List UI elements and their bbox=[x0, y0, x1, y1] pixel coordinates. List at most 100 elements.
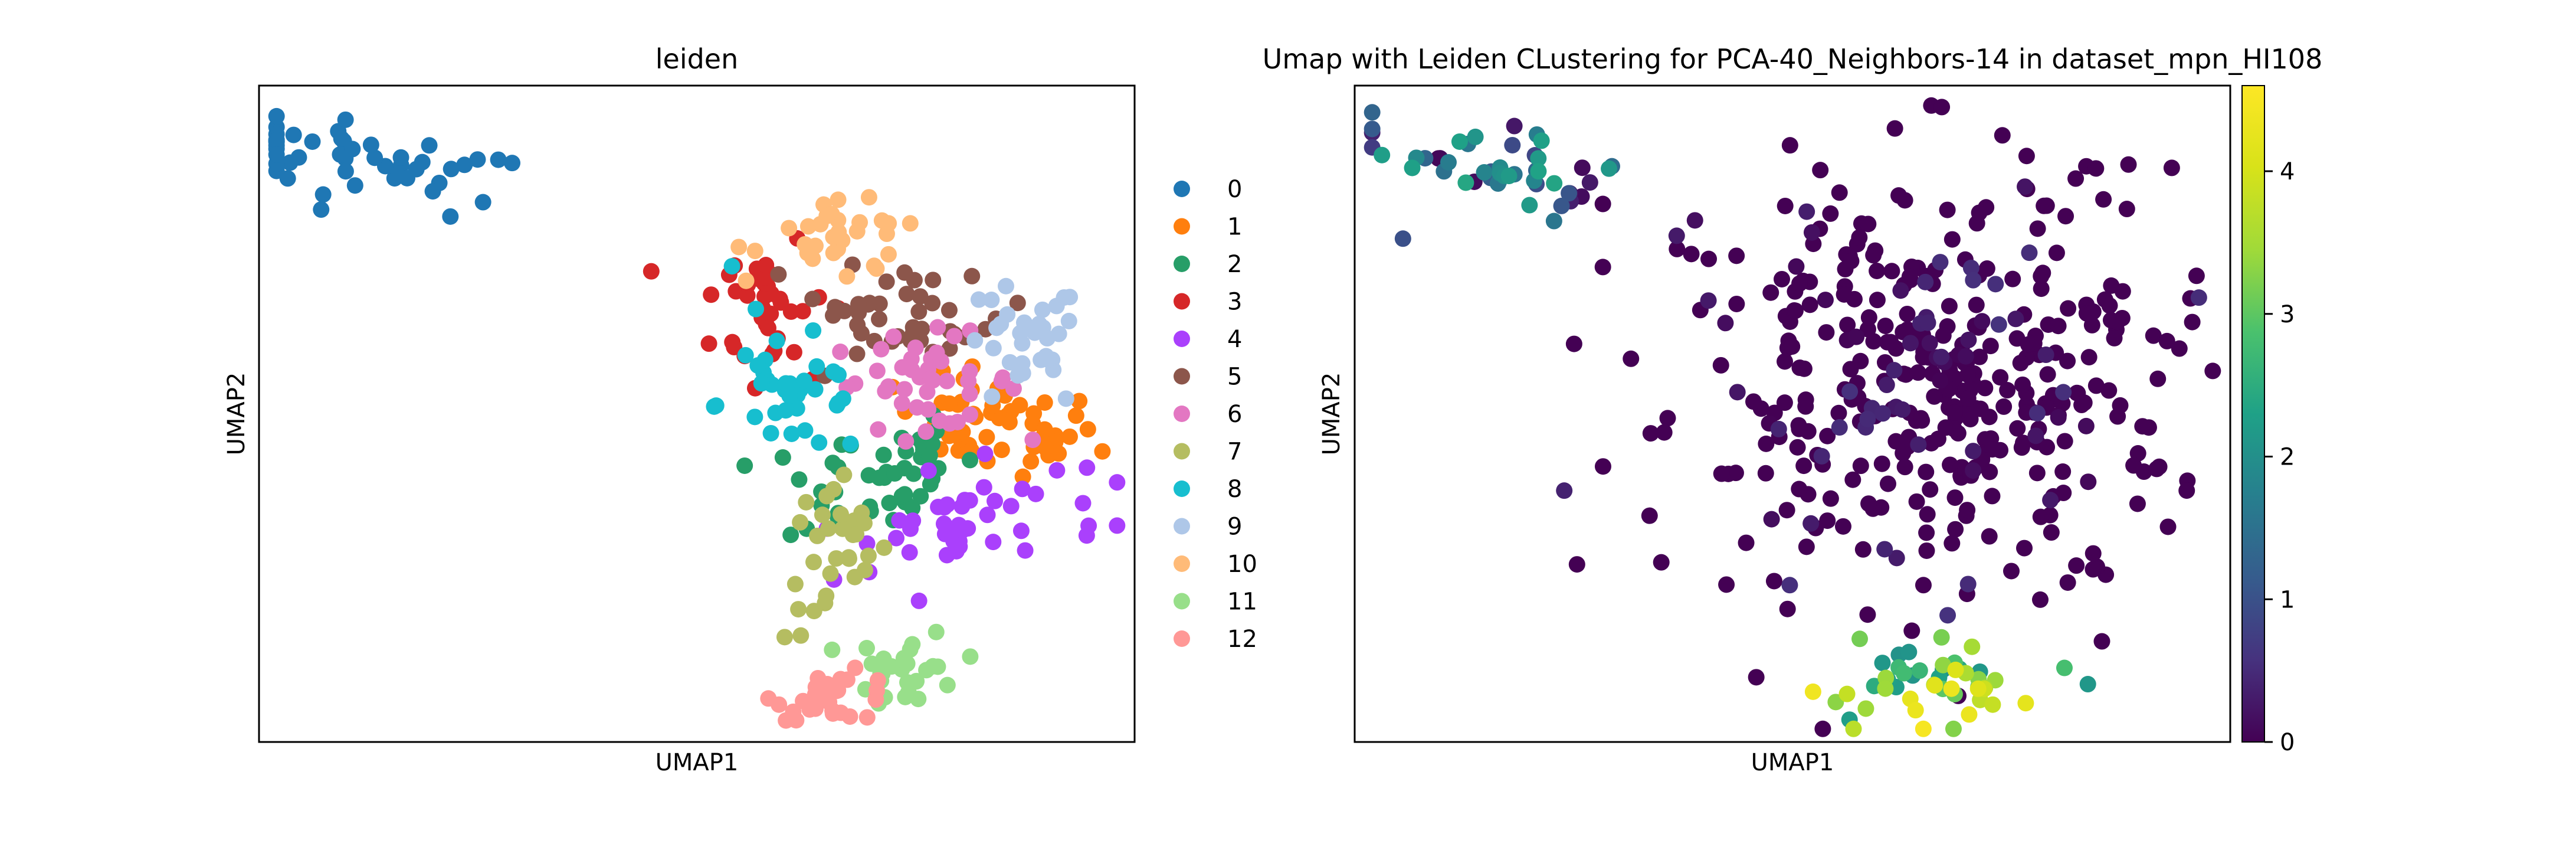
point-cluster-8 bbox=[768, 332, 785, 349]
point-cluster-9 bbox=[1060, 312, 1077, 329]
colorbar-tick-label: 4 bbox=[2280, 158, 2295, 185]
point-expression bbox=[1553, 197, 1570, 214]
point-expression bbox=[1944, 535, 1961, 552]
point-expression bbox=[2028, 405, 2046, 422]
point-cluster-4 bbox=[920, 462, 937, 479]
point-cluster-4 bbox=[976, 445, 994, 462]
point-expression bbox=[1890, 187, 1908, 204]
point-expression bbox=[1937, 419, 1954, 436]
point-expression bbox=[1817, 292, 1834, 309]
point-cluster-9 bbox=[983, 292, 1000, 309]
point-cluster-12 bbox=[828, 682, 845, 699]
point-expression bbox=[1959, 366, 1977, 383]
point-expression bbox=[1556, 482, 1573, 499]
point-expression bbox=[1851, 229, 1868, 246]
point-expression bbox=[1892, 282, 1909, 299]
point-cluster-11 bbox=[863, 655, 880, 672]
point-cluster-7 bbox=[840, 550, 857, 567]
point-expression bbox=[1506, 117, 1523, 135]
point-cluster-5 bbox=[827, 299, 844, 316]
point-cluster-4 bbox=[950, 516, 967, 534]
point-cluster-0 bbox=[442, 208, 459, 225]
point-cluster-6 bbox=[961, 406, 978, 423]
point-expression bbox=[1877, 680, 1894, 697]
point-cluster-7 bbox=[792, 514, 809, 531]
point-expression bbox=[1500, 168, 1518, 185]
point-expression bbox=[1803, 224, 1820, 241]
point-expression bbox=[1961, 706, 1978, 723]
point-expression bbox=[2145, 327, 2162, 344]
legend-label-10: 10 bbox=[1227, 551, 1257, 578]
point-cluster-0 bbox=[490, 151, 507, 168]
right-plot-frame bbox=[1353, 84, 2231, 743]
point-cluster-7 bbox=[776, 629, 793, 646]
point-expression bbox=[1581, 174, 1598, 191]
point-expression bbox=[1787, 302, 1804, 319]
point-expression bbox=[1917, 273, 1934, 290]
legend-marker-10 bbox=[1174, 555, 1190, 572]
point-cluster-0 bbox=[469, 151, 486, 168]
point-expression bbox=[2188, 267, 2205, 285]
point-expression bbox=[2039, 366, 2056, 383]
point-cluster-2 bbox=[896, 486, 913, 503]
point-expression bbox=[1935, 656, 1952, 674]
point-expression bbox=[1883, 263, 1900, 280]
point-expression bbox=[2027, 427, 2044, 444]
point-expression bbox=[1926, 677, 1944, 694]
point-expression bbox=[1788, 258, 1805, 275]
point-cluster-11 bbox=[928, 623, 945, 640]
point-expression bbox=[1962, 259, 1979, 276]
point-expression bbox=[1521, 197, 1538, 214]
point-expression bbox=[2038, 197, 2055, 214]
point-expression bbox=[1957, 348, 1974, 365]
point-expression bbox=[1814, 720, 1831, 737]
point-expression bbox=[1776, 394, 1793, 411]
point-expression bbox=[1946, 489, 1964, 506]
point-expression bbox=[1738, 534, 1755, 551]
point-expression bbox=[2033, 280, 2050, 298]
point-expression bbox=[1895, 665, 1912, 682]
point-cluster-7 bbox=[814, 506, 831, 524]
point-expression bbox=[2100, 382, 2118, 399]
point-cluster-6 bbox=[961, 385, 978, 403]
point-cluster-11 bbox=[900, 684, 917, 701]
point-cluster-4 bbox=[1074, 495, 1092, 512]
point-cluster-8 bbox=[825, 363, 842, 380]
point-expression bbox=[2055, 384, 2072, 401]
point-expression bbox=[1451, 133, 1468, 150]
point-expression bbox=[1777, 353, 1794, 370]
point-cluster-4 bbox=[888, 529, 905, 547]
point-cluster-0 bbox=[366, 149, 384, 166]
point-expression bbox=[1717, 315, 1734, 332]
point-expression bbox=[1965, 462, 1982, 479]
point-expression bbox=[1933, 629, 1950, 646]
legend-marker-4 bbox=[1174, 331, 1190, 347]
point-expression bbox=[1903, 622, 1920, 639]
point-cluster-8 bbox=[748, 300, 765, 318]
point-expression bbox=[2007, 310, 2024, 328]
point-cluster-6 bbox=[1005, 380, 1022, 397]
point-cluster-0 bbox=[337, 163, 354, 180]
point-cluster-2 bbox=[921, 447, 938, 464]
point-expression bbox=[2016, 540, 2033, 557]
point-expression bbox=[1848, 328, 1865, 345]
point-cluster-3 bbox=[757, 269, 774, 286]
point-expression bbox=[2112, 397, 2129, 414]
point-cluster-0 bbox=[362, 136, 379, 153]
point-cluster-0 bbox=[333, 130, 350, 147]
legend-label-1: 1 bbox=[1227, 214, 1242, 241]
point-cluster-9 bbox=[1015, 314, 1033, 331]
point-cluster-3 bbox=[726, 339, 743, 356]
point-expression bbox=[1568, 556, 1585, 573]
legend-label-7: 7 bbox=[1227, 439, 1242, 466]
point-cluster-3 bbox=[756, 288, 774, 305]
point-expression bbox=[1364, 120, 1381, 138]
point-expression bbox=[1919, 506, 1936, 523]
point-cluster-6 bbox=[917, 423, 935, 440]
point-expression bbox=[1869, 292, 1886, 309]
point-cluster-10 bbox=[781, 220, 798, 237]
point-cluster-6 bbox=[897, 433, 915, 450]
point-expression bbox=[1860, 215, 1877, 233]
point-cluster-3 bbox=[700, 335, 717, 352]
point-expression bbox=[1878, 377, 1895, 394]
